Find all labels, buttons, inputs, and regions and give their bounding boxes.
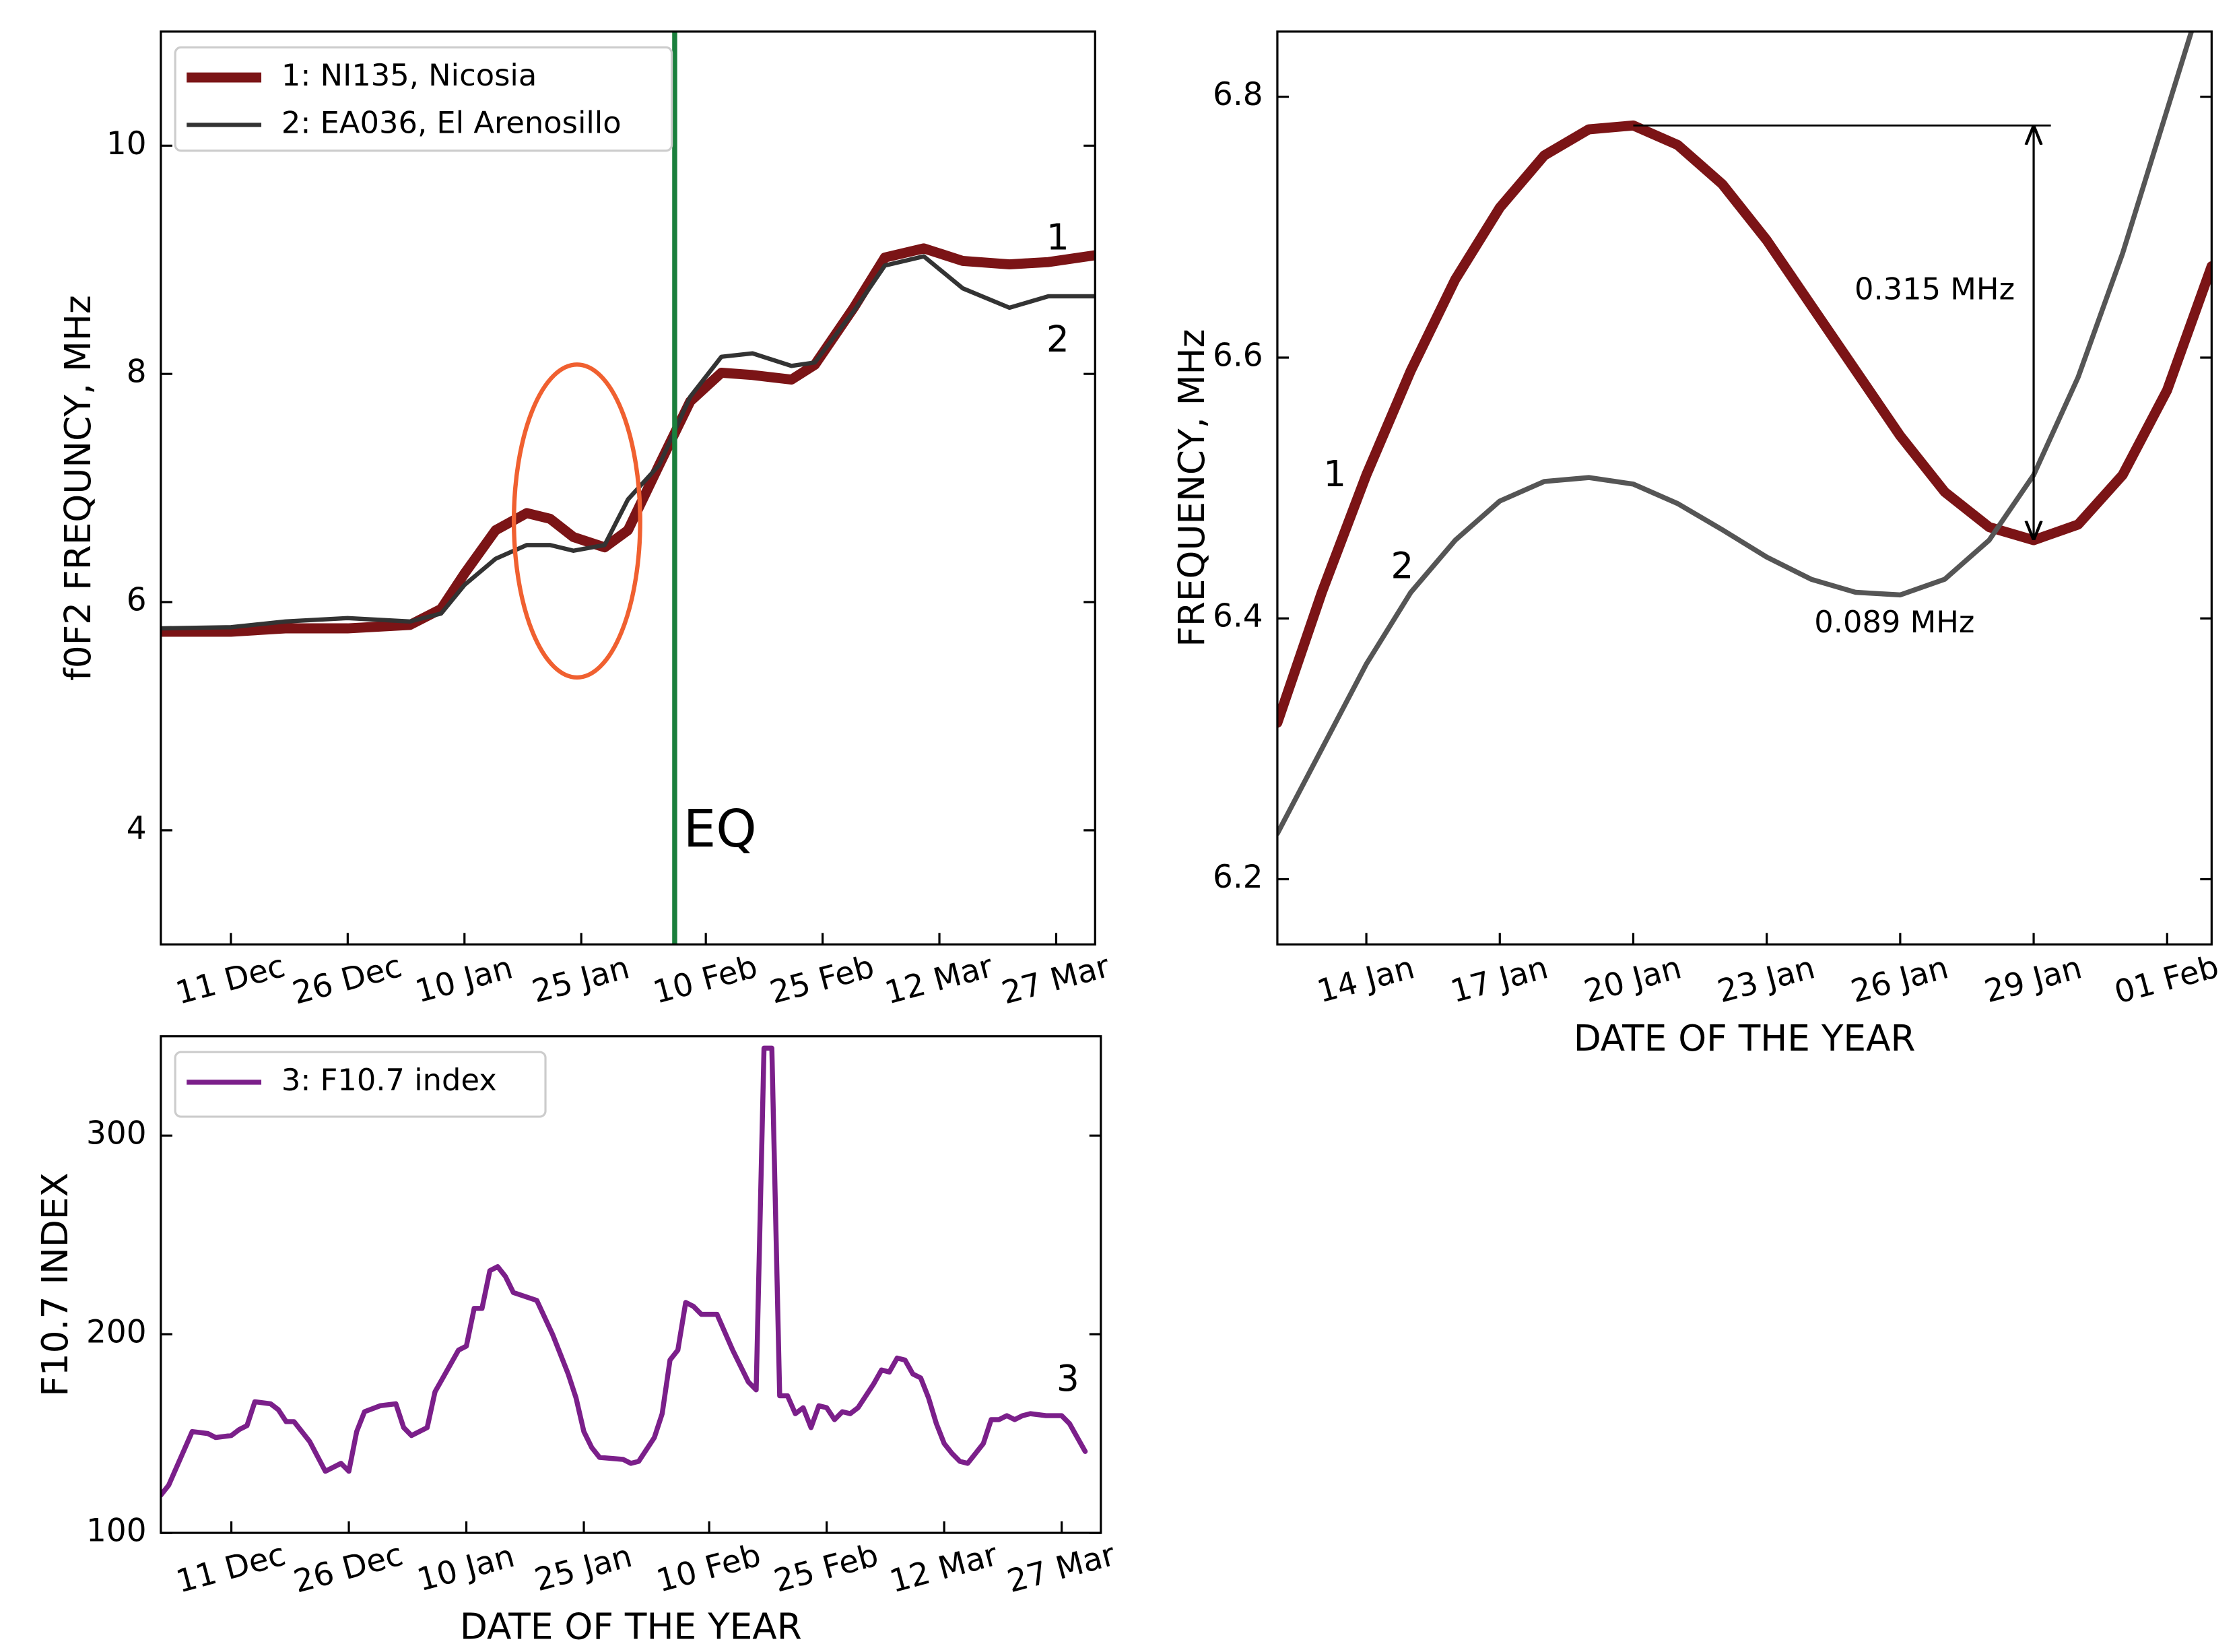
y-axis-label: FREQUENCY, MHz — [1171, 329, 1213, 647]
y-tick-label: 8 — [127, 354, 147, 391]
series-label: 1 — [1323, 453, 1346, 495]
legend-label: 3: F10.7 index — [281, 1062, 497, 1098]
x-tick-label: 11 Dec — [172, 1536, 290, 1601]
x-tick-label: 25 Jan — [531, 1538, 636, 1599]
y-tick-label: 6.8 — [1213, 76, 1263, 113]
x-axis-label: DATE OF THE YEAR — [460, 1606, 802, 1648]
x-tick-label: 26 Dec — [289, 948, 406, 1012]
y-tick-label: 6.6 — [1213, 337, 1263, 374]
y-tick-label: 300 — [86, 1115, 146, 1152]
x-tick-label: 25 Jan — [528, 949, 633, 1010]
x-tick-label: 10 Jan — [411, 949, 516, 1010]
y-tick-label: 6.4 — [1213, 598, 1263, 635]
axes-frame — [160, 1035, 1102, 1534]
legend-label: 2: EA036, El Arenosillo — [281, 104, 622, 140]
y-tick-label: 10 — [106, 125, 147, 162]
x-tick-label: 27 Mar — [1003, 1536, 1119, 1600]
x-tick-label: 26 Dec — [290, 1536, 407, 1601]
highlight-ellipse — [511, 362, 642, 680]
series-label: 3 — [1057, 1358, 1079, 1399]
x-tick-label: 25 Feb — [770, 1537, 882, 1600]
x-tick-label: 25 Feb — [766, 948, 878, 1012]
series-line — [160, 254, 1096, 631]
y-tick-label: 4 — [127, 810, 147, 847]
x-tick-label: 10 Feb — [649, 948, 761, 1012]
plot-area — [1277, 31, 2212, 836]
annotation-text: 0.315 MHz — [1854, 271, 2015, 307]
annotation-text: 0.089 MHz — [1814, 604, 1974, 640]
x-tick-label: 01 Feb — [2110, 948, 2222, 1012]
legend-box — [174, 46, 673, 152]
x-tick-label: 10 Jan — [413, 1538, 519, 1599]
plot-area — [160, 1045, 1088, 1498]
x-tick-label: 14 Jan — [1313, 949, 1418, 1010]
x-tick-label: 10 Feb — [653, 1537, 764, 1600]
y-axis-label: f0F2 FREQUNCY, MHz — [57, 295, 99, 681]
series-label: 1 — [1046, 217, 1069, 259]
series-line — [160, 1045, 1088, 1498]
x-tick-label: 26 Jan — [1847, 949, 1952, 1010]
series-line — [1277, 31, 2195, 836]
y-axis-label: F10.7 INDEX — [34, 1172, 76, 1397]
y-tick-label: 6 — [127, 582, 147, 619]
series-line — [1277, 120, 2212, 728]
x-tick-label: 12 Mar — [886, 1536, 1002, 1600]
x-axis-label: DATE OF THE YEAR — [1574, 1018, 1916, 1059]
series-label: 2 — [1046, 319, 1069, 360]
plot-area — [160, 243, 1096, 637]
x-tick-label: 17 Jan — [1446, 949, 1551, 1010]
x-tick-label: 11 Dec — [172, 948, 289, 1012]
axes-frame — [1276, 30, 2213, 946]
legend-box — [174, 1051, 547, 1118]
x-tick-label: 20 Jan — [1580, 949, 1685, 1010]
x-tick-label: 29 Jan — [1980, 949, 2085, 1010]
x-tick-label: 27 Mar — [998, 948, 1114, 1012]
legend-label: 1: NI135, Nicosia — [281, 57, 537, 93]
axes-frame — [160, 30, 1096, 946]
y-tick-label: 100 — [86, 1513, 146, 1550]
x-tick-label: 23 Jan — [1714, 949, 1819, 1010]
series-label: 2 — [1391, 546, 1413, 587]
y-tick-label: 6.2 — [1213, 859, 1263, 896]
x-tick-label: 12 Mar — [881, 948, 997, 1012]
y-tick-label: 200 — [86, 1314, 146, 1351]
series-line — [160, 243, 1096, 637]
event-label: EQ — [683, 799, 757, 859]
